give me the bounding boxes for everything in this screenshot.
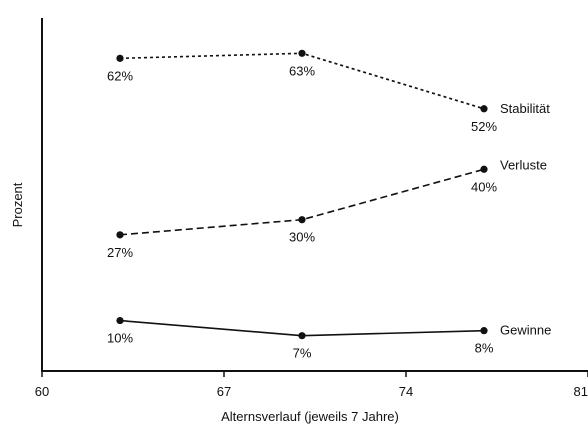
data-point-gewinne-2 — [480, 327, 488, 335]
data-label-stabilit-t-2: 52% — [471, 119, 497, 134]
series-gewinne: 10% 7% 8% Gewinne — [107, 316, 551, 361]
x-tick-label-81: 81 — [574, 384, 588, 399]
data-point-stabilit-t-2 — [480, 105, 488, 113]
data-label-gewinne-1: 7% — [293, 346, 312, 361]
data-point-verluste-2 — [480, 165, 488, 173]
data-label-verluste-0: 27% — [107, 245, 133, 260]
data-label-gewinne-2: 8% — [475, 341, 494, 356]
series-verluste: 27% 30% 40%Verluste — [107, 157, 547, 260]
data-point-gewinne-1 — [298, 332, 306, 340]
series-group: 62% 63% 52%Stabilität 27% 30% 40%Verluste 10% 7… — [107, 49, 551, 361]
data-label-gewinne-0: 10% — [107, 331, 133, 346]
data-point-verluste-1 — [298, 216, 306, 224]
data-label-verluste-2: 40% — [471, 179, 497, 194]
series-name-verluste: Verluste — [500, 157, 547, 172]
series-line-stabilit-t — [119, 52, 485, 110]
series-name-gewinne: Gewinne — [500, 323, 551, 338]
data-label-stabilit-t-1: 63% — [289, 63, 315, 78]
data-label-stabilit-t-0: 62% — [107, 68, 133, 83]
series-line-verluste — [119, 168, 485, 236]
x-axis-label: Alternsverlauf (jeweils 7 Jahre) — [221, 409, 399, 424]
data-label-verluste-1: 30% — [289, 230, 315, 245]
data-point-stabilit-t-0 — [116, 54, 124, 62]
axes — [41, 18, 588, 372]
data-point-gewinne-0 — [116, 316, 124, 325]
x-tick-label-60: 60 — [35, 384, 49, 399]
x-tick-label-74: 74 — [399, 384, 413, 399]
y-axis-label: Prozent — [10, 182, 25, 227]
x-ticks: 60 67 74 81 — [35, 371, 588, 399]
data-point-stabilit-t-1 — [298, 49, 306, 57]
series-stabilit-t: 62% 63% 52%Stabilität — [107, 49, 550, 134]
x-tick-label-67: 67 — [217, 384, 231, 399]
data-point-verluste-0 — [116, 231, 124, 239]
series-name-stabilit-t: Stabilität — [500, 101, 550, 116]
